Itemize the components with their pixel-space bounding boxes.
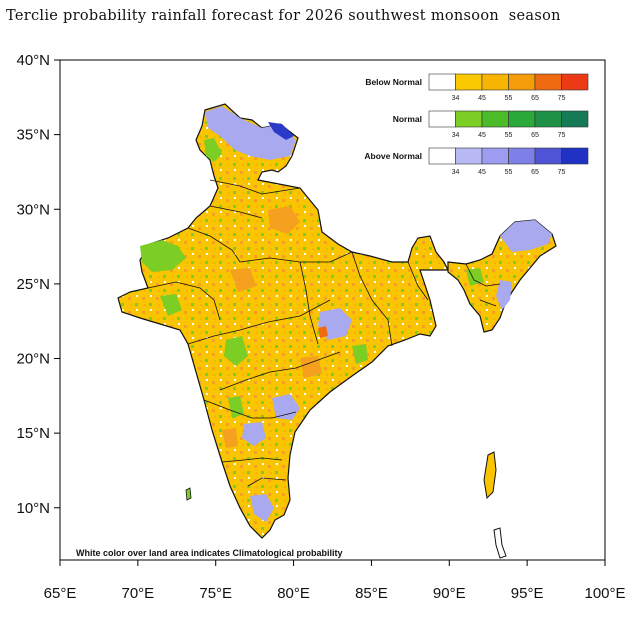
lat-tick-label: 35°N — [16, 127, 50, 144]
legend-swatch — [508, 73, 536, 91]
legend-tick-label: 65 — [531, 132, 539, 139]
legend-tick-label: 65 — [531, 169, 539, 176]
legend-category-label: Below Normal — [365, 77, 422, 87]
legend-tick-label: 34 — [452, 95, 460, 102]
below-high-east — [318, 326, 328, 338]
andaman-islands — [483, 451, 497, 500]
map-title: Terclie probability rainfall forecast fo… — [6, 8, 561, 24]
footnote: White color over land area indicates Cli… — [76, 548, 343, 558]
lon-tick-label: 75°E — [199, 585, 232, 602]
lon-tick-label: 100°E — [584, 585, 625, 602]
below-high-deccan — [300, 356, 322, 378]
below-high-south — [222, 428, 238, 448]
lon-tick-label: 65°E — [44, 585, 77, 602]
state-boundaries — [147, 179, 501, 487]
normal-maharashtra — [224, 336, 248, 366]
above-normal-ladakh-high — [268, 122, 294, 140]
legend-tick-label: 75 — [558, 95, 566, 102]
legend: Below Normal 34 45 55 65 75 Normal 34 45 55 65 75 Ab… — [364, 73, 589, 176]
legend-swatch — [561, 110, 589, 128]
legend-tick-label: 45 — [478, 95, 486, 102]
legend-swatch — [561, 73, 589, 91]
legend-tick-label: 65 — [531, 95, 539, 102]
normal-rajasthan-west — [140, 240, 186, 272]
above-normal-karnataka — [242, 422, 266, 446]
lakshadweep-islands — [185, 487, 192, 501]
legend-tick-label: 34 — [452, 169, 460, 176]
nicobar-islands — [493, 527, 507, 559]
legend-swatch — [534, 110, 562, 128]
legend-swatch — [481, 110, 509, 128]
legend-tick-label: 45 — [478, 132, 486, 139]
india-mainland — [117, 103, 449, 539]
below-high-up — [268, 206, 300, 234]
lon-tick-label: 85°E — [355, 585, 388, 602]
legend-tick-label: 34 — [452, 132, 460, 139]
legend-tick-label: 75 — [558, 132, 566, 139]
normal-gujarat — [160, 294, 182, 316]
legend-swatch — [481, 73, 509, 91]
legend-tick-label: 55 — [505, 132, 513, 139]
lon-tick-label: 80°E — [277, 585, 310, 602]
lon-tick-label: 70°E — [122, 585, 155, 602]
normal-odisha — [352, 344, 368, 364]
legend-tick-label: 45 — [478, 169, 486, 176]
legend-tick-label: 55 — [505, 169, 513, 176]
legend-tick-label: 75 — [558, 169, 566, 176]
legend-swatch — [428, 110, 456, 128]
legend-tick-label: 55 — [505, 95, 513, 102]
india-land-group — [117, 103, 557, 559]
above-normal-ne-south — [496, 280, 512, 310]
legend-swatch — [534, 147, 562, 165]
legend-swatch — [455, 147, 483, 165]
above-normal-tn — [250, 494, 274, 522]
legend-swatch — [428, 73, 456, 91]
lat-tick-label: 15°N — [16, 425, 50, 442]
legend-category-label: Normal — [393, 114, 422, 124]
lat-tick-label: 30°N — [16, 201, 50, 218]
legend-swatch — [508, 110, 536, 128]
normal-karnataka — [228, 396, 244, 418]
below-high-mp — [230, 268, 256, 292]
map-axes: 65°E 70°E 75°E 80°E 85°E 90°E 95°E 100°E 40°N 35°… — [16, 52, 625, 602]
legend-swatch — [561, 147, 589, 165]
lat-tick-label: 40°N — [16, 52, 50, 69]
lon-tick-label: 90°E — [433, 585, 466, 602]
lat-tick-label: 25°N — [16, 276, 50, 293]
normal-jk-west — [204, 138, 222, 162]
above-normal-ap — [272, 394, 300, 420]
legend-swatch — [481, 147, 509, 165]
lon-tick-label: 95°E — [511, 585, 544, 602]
legend-category-label: Above Normal — [364, 151, 422, 161]
lat-tick-label: 10°N — [16, 500, 50, 517]
legend-swatch — [508, 147, 536, 165]
above-normal-arunachal — [500, 220, 552, 252]
above-normal-jk — [205, 106, 296, 160]
legend-swatch — [428, 147, 456, 165]
legend-swatch — [455, 73, 483, 91]
legend-swatch — [534, 73, 562, 91]
lat-tick-label: 20°N — [16, 351, 50, 368]
legend-swatch — [455, 110, 483, 128]
